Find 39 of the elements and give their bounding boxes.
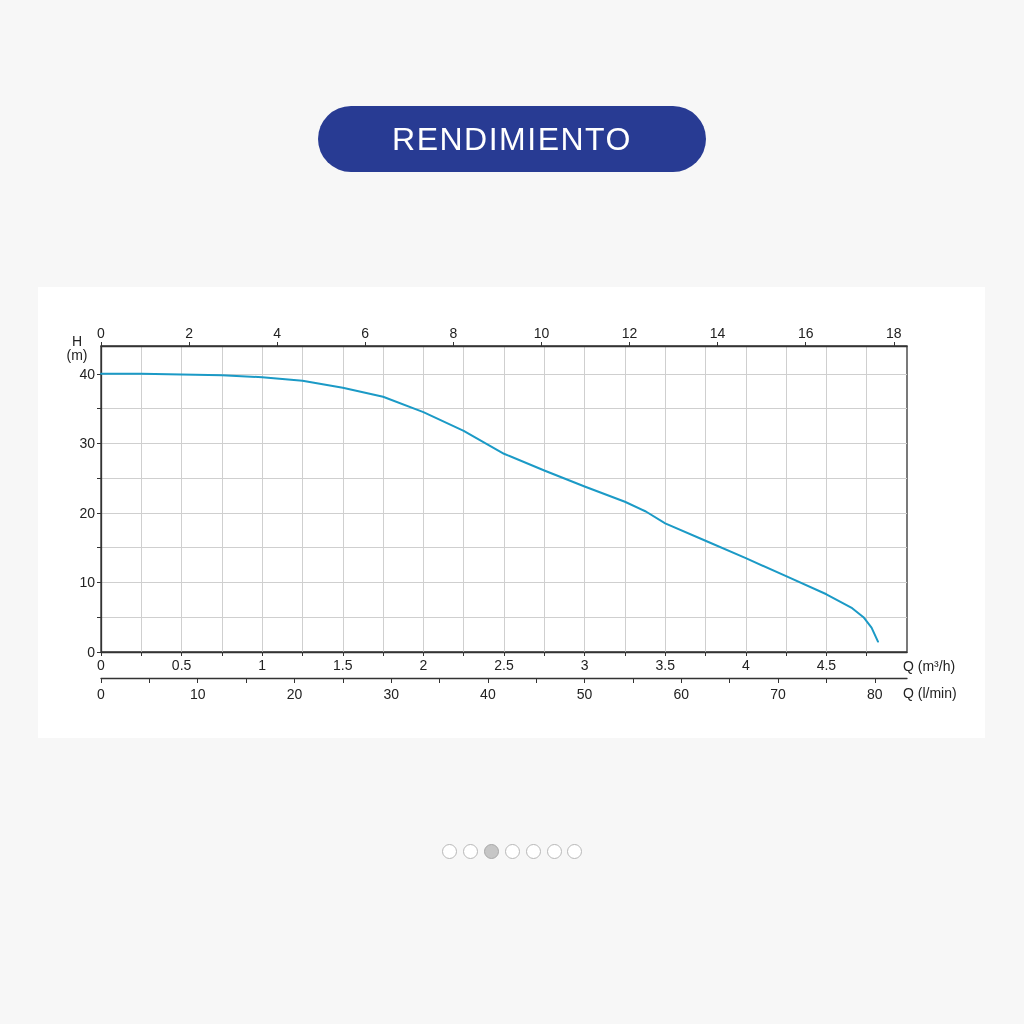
x2-tick-label: 0 [97,325,106,341]
x-tick-label: 1 [258,657,267,673]
y-tick-label: 0 [87,644,96,660]
text: 40 [480,686,496,702]
x2-tick-label: 10 [533,325,550,341]
x2-tick-label: 12 [621,325,638,341]
text: 0 [97,686,106,702]
text: 10 [189,686,206,702]
x-tick-label: 2 [419,657,428,673]
x-tick-label: 0.5 [171,657,192,673]
x2-tick-label: 16 [797,325,814,341]
line-series [100,372,879,643]
y-axis-title: H (m) [65,333,89,363]
y-tick-label: 40 [79,365,96,382]
text: 60 [673,686,690,702]
text: 20 [286,686,303,702]
x-tick-label: 2.5 [494,657,514,673]
text: 50 [576,686,593,702]
x2-tick-label: 6 [361,325,370,341]
x2-tick-label: 18 [886,325,902,341]
x2-tick-label: 4 [273,325,282,341]
text: 80 [866,686,883,702]
x-tick-label: 3 [580,657,589,673]
x-tick-label: 4 [741,657,750,673]
x-tick-label: 1.5 [333,657,353,673]
x-tick-label: 3.5 [655,657,676,673]
x2-tick-label: 8 [449,325,458,341]
x-tick-label: 0 [97,657,106,673]
text: 30 [383,686,400,702]
y-tick-label: 20 [79,504,96,521]
chart-title: RENDIMIENTO [318,106,706,172]
x2-tick-label: 14 [709,325,726,341]
text: 70 [770,686,787,702]
x2-tick-label: 2 [185,325,194,341]
x-axis-title: Q (m³/h) [903,658,956,674]
y-tick-label: 10 [79,574,96,591]
text: Q (l/min) [903,685,957,701]
x-tick-label: 4.5 [816,657,837,673]
y-tick-label: 30 [79,435,96,452]
